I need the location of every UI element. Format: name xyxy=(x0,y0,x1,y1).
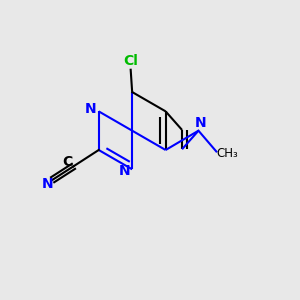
Text: Cl: Cl xyxy=(123,54,138,68)
Text: N: N xyxy=(41,177,53,190)
Text: N: N xyxy=(85,102,97,116)
Text: N: N xyxy=(195,116,206,130)
Text: C: C xyxy=(62,155,73,169)
Text: CH₃: CH₃ xyxy=(217,147,238,161)
Text: N: N xyxy=(119,164,131,178)
